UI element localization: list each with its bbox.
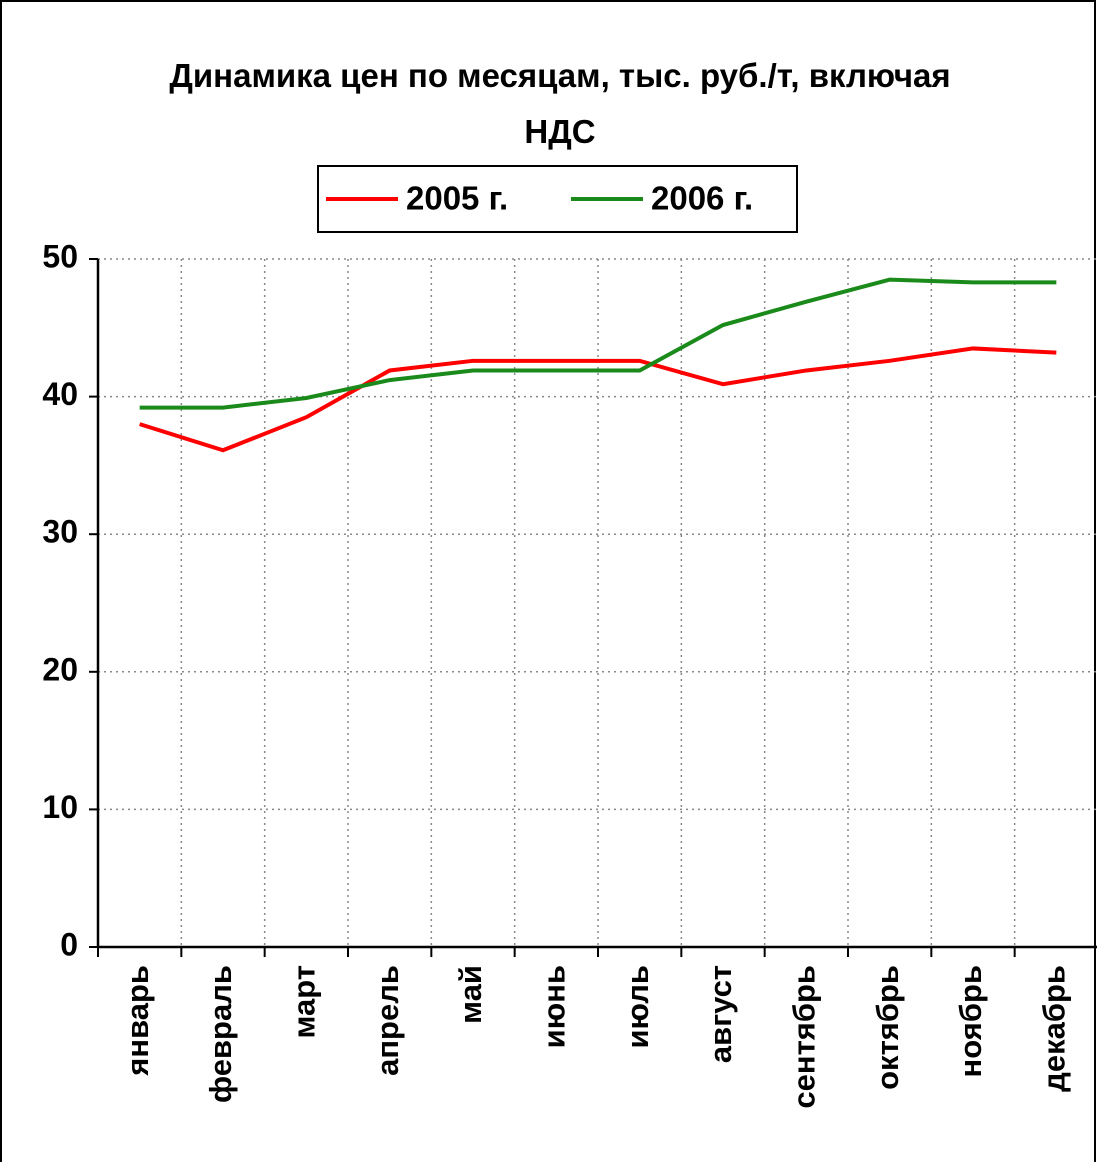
y-tick-label: 10: [42, 789, 78, 825]
chart-title: Динамика цен по месяцам, тыс. руб./т, вк…: [169, 57, 951, 150]
x-tick-label: март: [287, 965, 322, 1038]
x-tick-label: ноябрь: [953, 965, 988, 1077]
series-line: [139, 346, 1057, 453]
x-tick-label: июль: [620, 965, 655, 1049]
x-tick-label: май: [453, 965, 488, 1024]
x-tick-label: апрель: [370, 965, 405, 1076]
y-tick-label: 50: [42, 238, 78, 274]
y-tick-label: 30: [42, 514, 78, 550]
x-tick-label: декабрь: [1037, 965, 1072, 1092]
x-tick-label: октябрь: [870, 965, 905, 1090]
y-tick-label: 0: [60, 926, 78, 962]
x-tick-label: июнь: [537, 965, 572, 1048]
x-tick-label: сентябрь: [787, 965, 822, 1109]
x-tick-label: февраль: [203, 965, 238, 1103]
series-line: [139, 277, 1057, 410]
x-tick-label: январь: [120, 965, 155, 1077]
legend-label: 2005 г.: [406, 180, 508, 217]
x-tick-label: август: [703, 965, 738, 1063]
legend-label: 2006 г.: [651, 180, 753, 217]
y-tick-label: 40: [42, 376, 78, 412]
y-tick-label: 20: [42, 651, 78, 687]
